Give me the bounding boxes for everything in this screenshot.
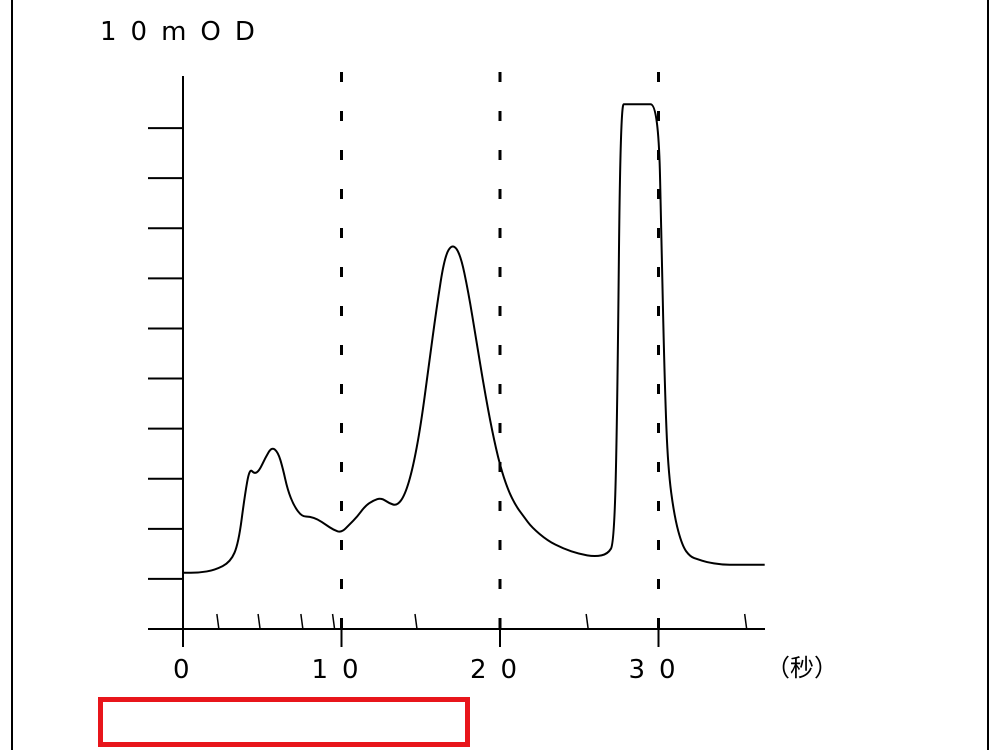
y-axis-label: 10mOD [100,17,269,47]
x-tick-label-30: 30 [629,655,690,685]
x-minor-tick-3 [331,613,336,630]
x-minor-tick-1 [257,613,261,630]
series-line-0 [183,103,765,574]
x-minor-tick-2 [300,613,304,630]
series-layer [183,103,765,574]
grid-layer [340,72,660,629]
x-tick-label-0: 0 [173,655,204,685]
x-minor-tick-5 [585,613,589,630]
x-minor-tick-6 [743,613,748,630]
x-tick-label-10: 10 [312,655,373,685]
x-minor-tick-0 [216,613,220,630]
x-tick-label-20: 20 [470,655,531,685]
x-minor-tick-4 [414,613,418,630]
x-axis-unit: （秒） [766,654,838,682]
highlight-box [98,697,470,747]
axis-layer [148,76,765,647]
tick-label-layer: 0 10 20 30 [173,655,690,685]
